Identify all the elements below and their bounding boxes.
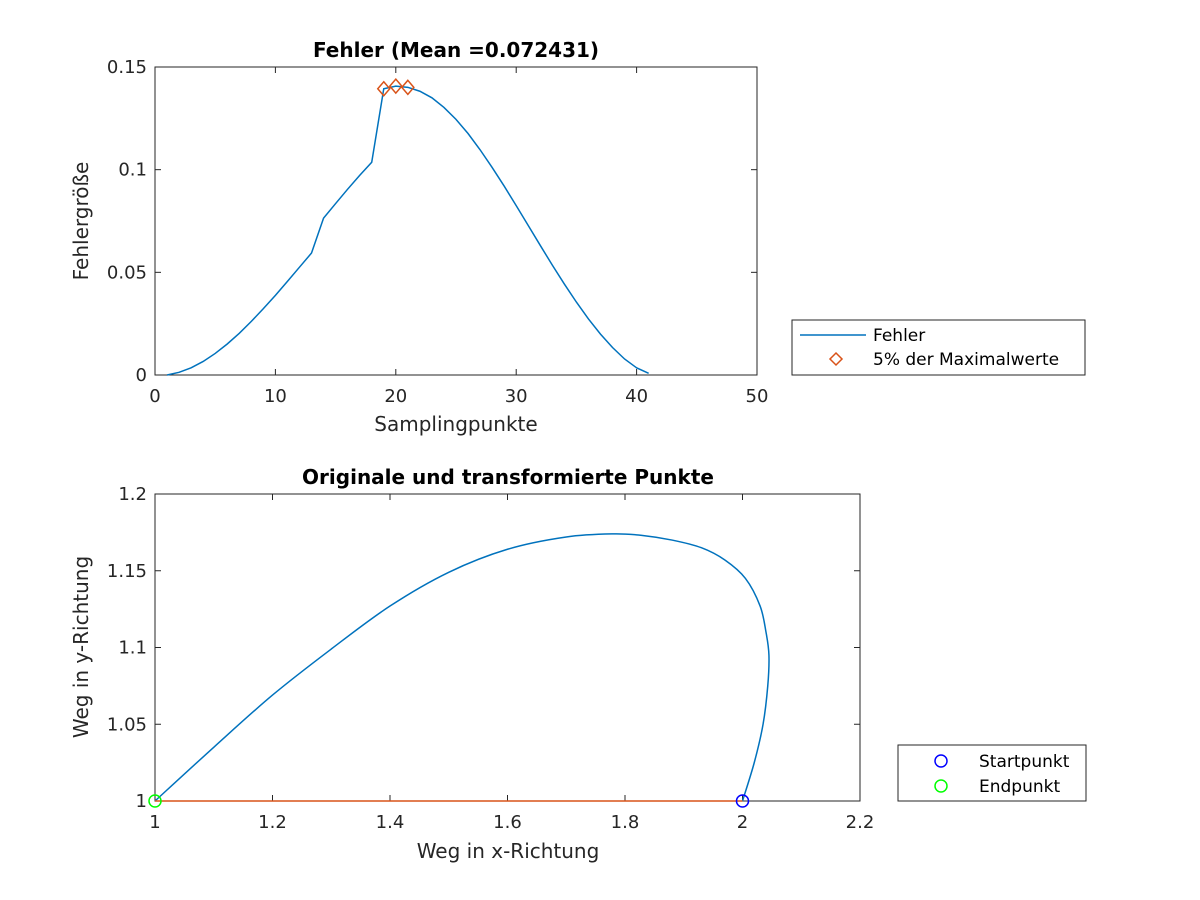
max-value-diamond-marker	[400, 79, 415, 96]
path-chart-ylabel: Weg in y-Richtung	[69, 556, 93, 738]
error-legend-label-fehler: Fehler	[873, 326, 925, 346]
path-legend-end-swatch	[934, 779, 948, 793]
path-y-tick-label: 1.05	[107, 714, 147, 735]
error-y-tick-label: 0.1	[118, 160, 147, 181]
error-x-tick-label: 40	[625, 386, 648, 407]
error-legend-diamond-swatch	[828, 351, 844, 367]
path-y-tick-label: 1.2	[118, 484, 147, 505]
path-axes-box	[154, 493, 861, 802]
path-y-tick-label: 1.1	[118, 638, 147, 659]
error-y-tick-label: 0.15	[107, 57, 147, 78]
path-legend-box	[897, 744, 1087, 802]
path-legend-start-swatch	[934, 754, 948, 768]
error-x-tick-label: 0	[149, 386, 160, 407]
path-chart-title: Originale und transformierte Punkte	[302, 465, 714, 489]
path-legend-label-start: Startpunkt	[979, 752, 1070, 772]
error-chart-title: Fehler (Mean =0.072431)	[313, 38, 599, 62]
path-series-line-0	[154, 533, 770, 802]
path-x-tick-label: 1.8	[611, 812, 640, 833]
error-x-tick-label: 50	[746, 386, 769, 407]
path-chart: Originale und transformierte Punkte Weg …	[69, 465, 1087, 863]
path-legend-label-end: Endpunkt	[979, 777, 1060, 797]
max-value-diamond-marker	[376, 80, 391, 97]
startpunkt-marker	[735, 794, 750, 808]
endpunkt-marker	[148, 794, 162, 808]
path-x-tick-label: 2	[737, 812, 748, 833]
error-legend-label-max: 5% der Maximalwerte	[873, 350, 1059, 370]
path-x-tick-label: 1	[149, 812, 160, 833]
path-x-tick-label: 2.2	[846, 812, 875, 833]
error-x-tick-label: 10	[264, 386, 287, 407]
path-x-tick-label: 1.2	[258, 812, 287, 833]
path-x-tick-label: 1.6	[493, 812, 522, 833]
path-chart-xlabel: Weg in x-Richtung	[417, 839, 600, 863]
error-legend-box	[791, 319, 1086, 376]
error-x-tick-label: 20	[384, 386, 407, 407]
path-chart-plot-area: 1 1.2 1.4 1.6 1.8 2 2.2 1 1.05 1.1 1.15 1.2	[107, 484, 874, 833]
error-chart-legend: Fehler 5% der Maximalwerte	[791, 319, 1086, 376]
error-chart-xlabel: Samplingpunkte	[374, 412, 537, 436]
error-chart-ylabel: Fehlergröße	[69, 162, 93, 281]
error-chart: Fehler (Mean =0.072431) Samplingpunkte F…	[69, 38, 1086, 436]
path-y-tick-label: 1	[136, 791, 147, 812]
error-x-tick-label: 30	[505, 386, 528, 407]
max-value-diamond-marker	[388, 77, 403, 95]
path-x-tick-label: 1.4	[376, 812, 405, 833]
error-axes-box	[154, 66, 758, 376]
error-chart-plot-area: 0 10 20 30 40 50 0 0.05 0.1 0.15	[107, 57, 769, 407]
error-y-tick-label: 0	[136, 365, 147, 386]
path-y-tick-label: 1.15	[107, 561, 147, 582]
error-y-tick-label: 0.05	[107, 262, 147, 283]
path-chart-legend: Startpunkt Endpunkt	[897, 744, 1087, 802]
error-series-line-0	[166, 85, 649, 376]
